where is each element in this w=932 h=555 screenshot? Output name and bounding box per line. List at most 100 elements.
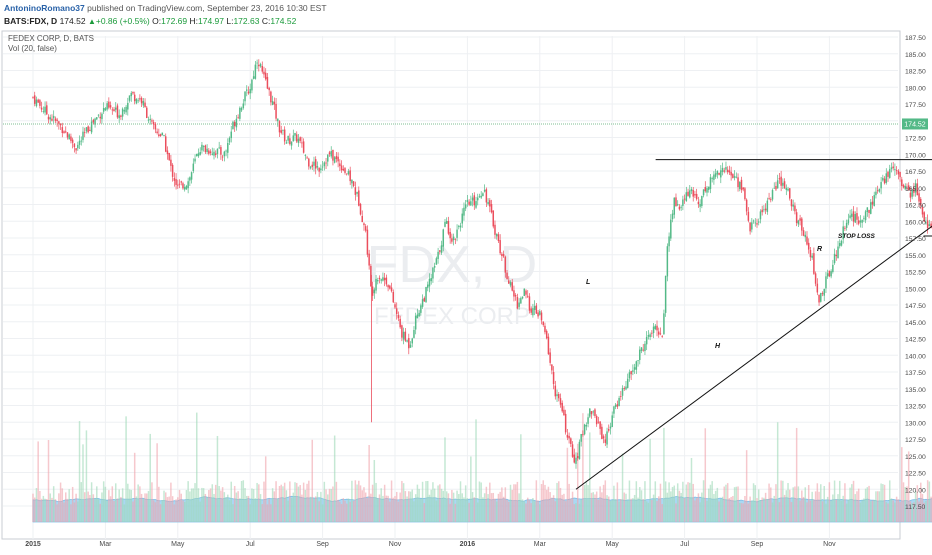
candle-body [378, 277, 381, 280]
candle-body [504, 256, 507, 273]
candle-body [196, 153, 198, 157]
candle-body [721, 167, 724, 172]
candle-body [545, 330, 548, 339]
candle-body [906, 187, 908, 189]
volume-bar [214, 484, 217, 522]
candle-body [335, 155, 338, 160]
volume-bar [661, 504, 663, 522]
volume-bar [895, 496, 898, 522]
candle-body [757, 221, 760, 223]
price-axis[interactable]: 187.50185.00182.50180.00177.50175.00172.… [905, 35, 926, 511]
candle-body [230, 131, 232, 139]
y-tick-label: 160.00 [905, 219, 926, 226]
volume-bar [766, 498, 769, 522]
volume-bar [918, 501, 920, 522]
candle-body [551, 364, 553, 371]
volume-bar [102, 481, 105, 522]
volume-bar [711, 481, 713, 522]
volume-bar [164, 492, 167, 522]
volume-bar [94, 498, 96, 522]
volume-bar [875, 491, 877, 522]
volume-bar [752, 483, 755, 522]
candle-body [726, 169, 729, 173]
candle-body [187, 181, 189, 189]
volume-bar [564, 501, 567, 522]
volume-bar [687, 482, 689, 522]
volume-bar [192, 488, 195, 522]
author-link[interactable]: AntoninoRomano37 [4, 3, 85, 13]
candle-body [716, 171, 719, 175]
volume-bar [806, 502, 808, 522]
volume-bar [458, 494, 460, 522]
volume-bar [194, 483, 196, 522]
y-tick-label: 122.50 [905, 471, 926, 478]
volume-bar [656, 500, 658, 522]
candle-body [87, 126, 89, 133]
candle-body [347, 171, 350, 175]
candle-body [94, 118, 96, 125]
volume-bar [673, 485, 676, 522]
candle-body [333, 157, 336, 163]
candle-body [211, 153, 214, 155]
candle-body [639, 349, 641, 361]
volume-bar [383, 484, 386, 522]
volume-bar [283, 482, 286, 522]
candle-body [277, 118, 279, 122]
candle-body [190, 172, 193, 180]
candle-body [718, 172, 720, 175]
candle-body [125, 106, 127, 113]
volume-bar [258, 484, 260, 522]
volume-bar [792, 487, 794, 522]
candle-body [421, 299, 424, 307]
volume-bar [609, 500, 612, 522]
volume-bar [675, 503, 677, 522]
volume-bar [923, 502, 925, 522]
y-tick-label: 150.00 [905, 286, 926, 293]
time-axis[interactable]: 2015 Mar May Jul Sep Nov 2016 Mar May Jul Sep Nov [25, 541, 836, 548]
candle-body [845, 222, 848, 228]
candle-body [771, 190, 774, 200]
candle-body [430, 278, 432, 282]
volume-bar [840, 500, 843, 522]
volume-bar [468, 502, 470, 522]
volume-bar [595, 491, 598, 522]
volume-bar [561, 494, 563, 522]
volume-bar [730, 496, 732, 522]
y-tick-label: 155.00 [905, 253, 926, 260]
candle-body [214, 153, 217, 155]
candle-body [249, 89, 251, 94]
candle-body [339, 163, 341, 167]
candle-body [706, 188, 708, 193]
volume-bar [775, 484, 777, 522]
candle-body [623, 388, 626, 389]
volume-bar [768, 483, 770, 522]
volume-bar [587, 485, 589, 522]
volume-bar [576, 443, 579, 522]
candle-body [227, 143, 229, 153]
volume-bar [421, 481, 424, 522]
candle-body [618, 397, 620, 407]
candle-body [85, 127, 88, 132]
ascending-trendline[interactable] [575, 184, 932, 490]
candle-body [439, 250, 441, 252]
volume-bar [242, 480, 245, 522]
volume-bar [423, 503, 426, 522]
volume-bar [676, 483, 679, 522]
candle-body [925, 222, 927, 224]
candle-body [561, 402, 563, 412]
chart-pane[interactable]: FDX, D FEDEX CORP L H R STOP LOSS FEDEX … [0, 30, 932, 550]
volume-bar [859, 502, 862, 522]
volume-bar [42, 495, 45, 522]
price-chart[interactable]: FDX, D FEDEX CORP L H R STOP LOSS FEDEX … [0, 30, 932, 550]
volume-bar [414, 494, 417, 522]
volume-bar [170, 482, 172, 522]
volume-bar [814, 491, 817, 522]
candle-body [113, 109, 115, 112]
candle-body [146, 107, 148, 119]
volume-bar [864, 488, 867, 522]
candle-body [802, 230, 805, 236]
x-tick-label: Nov [389, 541, 402, 548]
candle-body [306, 157, 308, 159]
volume-bar [726, 483, 729, 522]
y-tick-label: 127.50 [905, 437, 926, 444]
